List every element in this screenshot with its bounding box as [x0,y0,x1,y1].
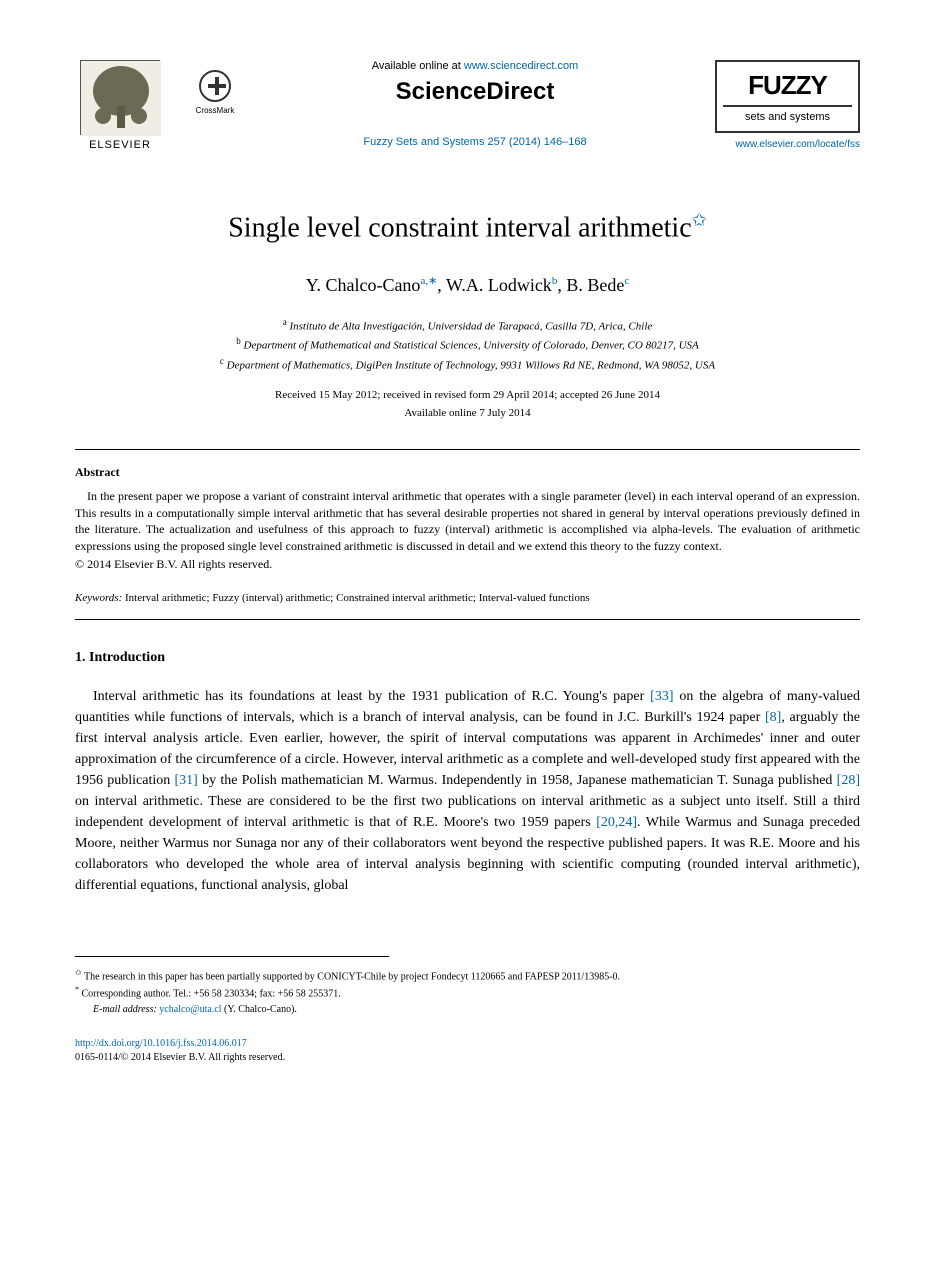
affiliation-b-text: Department of Mathematical and Statistic… [244,340,699,352]
intro-p1: Interval arithmetic has its foundations … [93,689,650,704]
affiliation-b: b Department of Mathematical and Statist… [75,335,860,354]
email-label: E-mail address: [93,1004,159,1015]
keywords-text: Interval arithmetic; Fuzzy (interval) ar… [122,592,589,604]
elsevier-tree-icon [80,60,160,135]
header-left: ELSEVIER CrossMark [75,60,235,160]
title-text: Single level constraint interval arithme… [228,212,691,243]
rule-below-keywords [75,619,860,620]
elsevier-label: ELSEVIER [89,139,151,151]
abstract-heading: Abstract [75,465,860,480]
article-title: Single level constraint interval arithme… [75,210,860,244]
title-footnote-star-icon[interactable]: ✩ [692,210,707,230]
footnote-corresponding: * Corresponding author. Tel.: +56 58 230… [75,984,860,1001]
elsevier-logo: ELSEVIER [75,60,165,160]
crossmark-icon [199,70,231,102]
header-right: FUZZY sets and systems www.elsevier.com/… [715,60,860,150]
affiliations: a Instituto de Alta Investigación, Unive… [75,316,860,373]
email-address[interactable]: ychalco@uta.cl [159,1004,221,1015]
intro-paragraph: Interval arithmetic has its foundations … [75,686,860,896]
author-3: B. Bede [566,275,624,295]
footnote-funding-text: The research in this paper has been part… [82,971,620,982]
crossmark-badge[interactable]: CrossMark [195,70,235,115]
ref-28[interactable]: [28] [837,773,860,788]
fuzzy-subtitle: sets and systems [723,111,852,123]
section-1-heading: 1. Introduction [75,650,860,666]
footnote-corresponding-text: Corresponding author. Tel.: +56 58 23033… [79,989,341,1000]
affiliation-a-text: Instituto de Alta Investigación, Univers… [289,321,652,333]
footnotes: ✩ The research in this paper has been pa… [75,967,860,1017]
author-1: Y. Chalco-Cano [306,275,421,295]
available-online: Available online at www.sciencedirect.co… [255,60,695,72]
header-center: Available online at www.sciencedirect.co… [235,60,715,148]
keywords-label: Keywords: [75,592,122,604]
authors-line: Y. Chalco-Canoa,∗, W.A. Lodwickb, B. Bed… [75,274,860,296]
fuzzy-title: FUZZY [723,70,852,107]
author-3-affil[interactable]: c [624,275,629,287]
affiliation-c: c Department of Mathematics, DigiPen Ins… [75,355,860,374]
crossmark-label: CrossMark [195,106,235,115]
affiliation-c-text: Department of Mathematics, DigiPen Insti… [227,359,715,371]
footnote-star-icon: ✩ [75,968,82,977]
author-1-affil[interactable]: a,∗ [420,275,437,287]
author-2-affil[interactable]: b [552,275,558,287]
footnote-rule [75,956,389,967]
abstract-copyright: © 2014 Elsevier B.V. All rights reserved… [75,557,860,572]
abstract-body: In the present paper we propose a varian… [75,488,860,555]
footnote-email: E-mail address: ychalco@uta.cl (Y. Chalc… [75,1002,860,1017]
doi-link[interactable]: http://dx.doi.org/10.1016/j.fss.2014.06.… [75,1037,860,1051]
rule-above-abstract [75,449,860,450]
header-row: ELSEVIER CrossMark Available online at w… [75,60,860,160]
ref-33[interactable]: [33] [650,689,673,704]
author-2: W.A. Lodwick [446,275,552,295]
sciencedirect-url[interactable]: www.sciencedirect.com [464,60,578,72]
affiliation-a: a Instituto de Alta Investigación, Unive… [75,316,860,335]
online-date: Available online 7 July 2014 [75,407,860,419]
footnote-funding: ✩ The research in this paper has been pa… [75,967,860,984]
sciencedirect-logo: ScienceDirect [255,78,695,106]
ref-20-24[interactable]: [20,24] [596,815,637,830]
ref-8[interactable]: [8] [765,710,781,725]
doi-block: http://dx.doi.org/10.1016/j.fss.2014.06.… [75,1037,860,1065]
fuzzy-journal-logo: FUZZY sets and systems [715,60,860,133]
keywords: Keywords: Interval arithmetic; Fuzzy (in… [75,592,860,604]
available-text: Available online at [372,60,464,72]
locate-link[interactable]: www.elsevier.com/locate/fss [715,139,860,150]
intro-p4: by the Polish mathematician M. Warmus. I… [198,773,837,788]
email-suffix: (Y. Chalco-Cano). [222,1004,297,1015]
journal-reference[interactable]: Fuzzy Sets and Systems 257 (2014) 146–16… [255,136,695,148]
received-dates: Received 15 May 2012; received in revise… [75,389,860,401]
ref-31[interactable]: [31] [175,773,198,788]
issn-copyright: 0165-0114/© 2014 Elsevier B.V. All right… [75,1051,860,1065]
